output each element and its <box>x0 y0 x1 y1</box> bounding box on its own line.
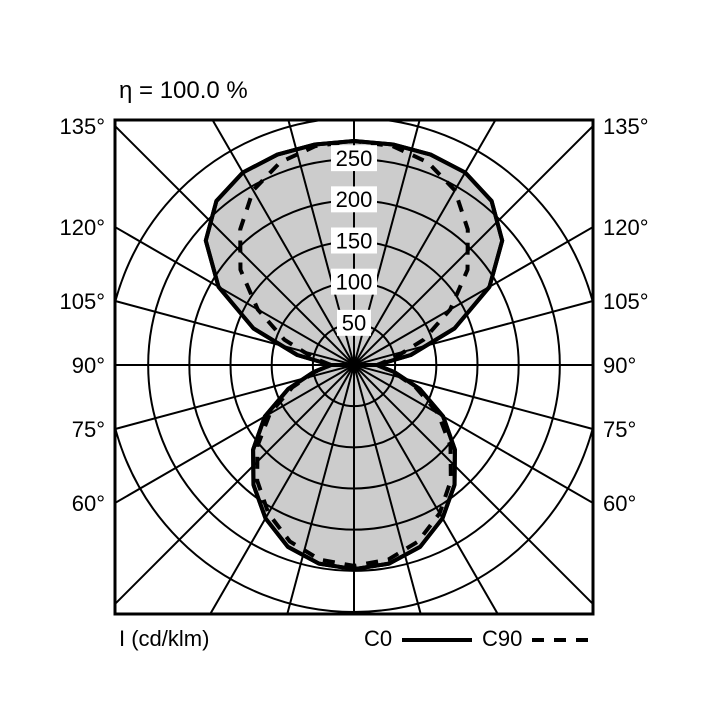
angle-label: 105° <box>603 289 649 314</box>
legend-c0-label: C0 <box>364 626 392 651</box>
angle-label: 135° <box>59 114 105 139</box>
angle-label: 120° <box>59 215 105 240</box>
radial-tick-label: 150 <box>336 228 373 253</box>
angle-label: 105° <box>59 289 105 314</box>
angle-label: 120° <box>603 215 649 240</box>
radial-tick-label: 50 <box>342 311 366 336</box>
angle-label: 60° <box>603 491 636 516</box>
angle-label: 135° <box>603 114 649 139</box>
angle-label: 75° <box>72 417 105 442</box>
angle-label: 90° <box>72 353 105 378</box>
radial-tick-label: 200 <box>336 187 373 212</box>
axis-label: I (cd/klm) <box>119 626 209 651</box>
radial-tick-label: 100 <box>336 269 373 294</box>
legend-c90-label: C90 <box>482 626 522 651</box>
angle-label: 90° <box>603 353 636 378</box>
radial-tick-label: 250 <box>336 146 373 171</box>
angle-label: 75° <box>603 417 636 442</box>
angle-label: 60° <box>72 491 105 516</box>
polar-chart: 50 100 150 200 250 135° 120° 105° 90° 75° 60° 135° 1… <box>0 0 708 708</box>
efficiency-label: η = 100.0 % <box>119 77 248 104</box>
